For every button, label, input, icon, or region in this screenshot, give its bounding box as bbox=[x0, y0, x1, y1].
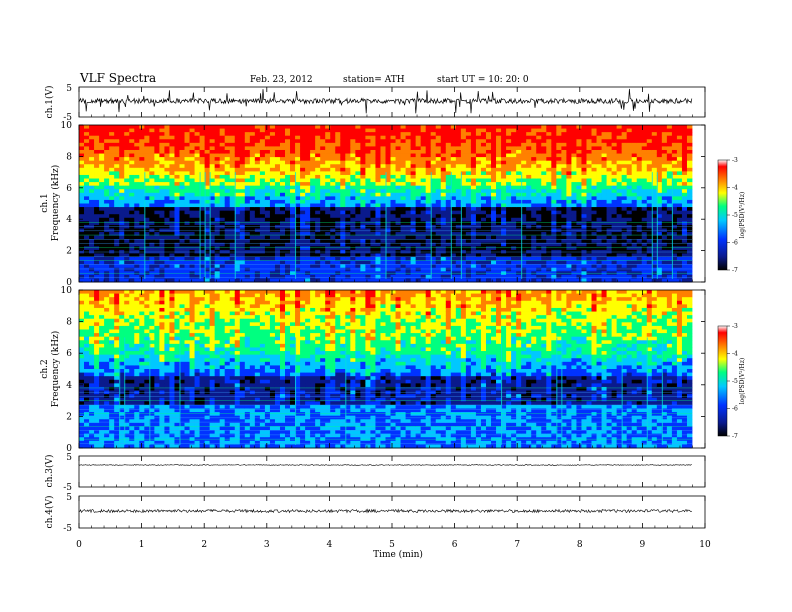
chart-title: VLF Spectra bbox=[79, 71, 156, 85]
ch4-waveform-trace bbox=[78, 508, 692, 514]
colorbar-tick-label: -5 bbox=[732, 212, 738, 219]
freq-ytick-label: 0 bbox=[66, 444, 72, 454]
ch1-ytick-top: 5 bbox=[66, 84, 72, 94]
header-start-time: start UT = 10: 20: 0 bbox=[437, 75, 529, 85]
x-axis-ticks bbox=[78, 87, 706, 528]
ch1-colorbar bbox=[717, 159, 728, 271]
x-tick-label: 6 bbox=[452, 540, 458, 550]
ch2-spectrogram-image bbox=[79, 290, 705, 449]
freq-ytick-label: 10 bbox=[61, 286, 73, 296]
ch2-colorbar bbox=[717, 325, 728, 437]
colorbar-tick-label: -3 bbox=[732, 323, 738, 330]
ch1-waveform-panel: 5 -5 ch.1(V) bbox=[44, 84, 706, 123]
ch3-waveform-panel: 5 -5 ch.3(V) bbox=[44, 453, 706, 493]
colorbar-tick-label: -3 bbox=[732, 157, 738, 164]
freq-ytick-label: 10 bbox=[61, 121, 73, 131]
ch2-colorbar-label: log(PSD(V²/Hz) bbox=[739, 358, 746, 405]
x-tick-label: 4 bbox=[327, 540, 333, 550]
colorbar-tick-label: -4 bbox=[732, 351, 738, 358]
ch1-waveform-ylabel: ch.1(V) bbox=[44, 86, 55, 119]
ch3-ytick-top: 5 bbox=[66, 453, 72, 463]
ch1-spectrogram-ylabel-2: Frequency (kHz) bbox=[50, 165, 61, 242]
freq-ytick-label: 6 bbox=[66, 184, 72, 194]
x-tick-label: 1 bbox=[139, 540, 145, 550]
colorbar-tick-label: -7 bbox=[732, 433, 738, 440]
header-station: station= ATH bbox=[343, 75, 405, 85]
colorbar-tick-label: -5 bbox=[732, 378, 738, 385]
x-tick-label: 8 bbox=[577, 540, 583, 550]
freq-ytick-label: 4 bbox=[66, 381, 72, 391]
ch4-waveform-panel: 5 -5 ch.4(V) bbox=[44, 493, 706, 534]
ch4-waveform-ylabel: ch.4(V) bbox=[44, 496, 55, 529]
x-tick-label: 3 bbox=[264, 540, 270, 550]
freq-ytick-label: 2 bbox=[66, 247, 72, 257]
colorbar-tick-label: -6 bbox=[732, 406, 738, 413]
x-tick-label: 2 bbox=[201, 540, 207, 550]
ch3-ytick-bottom: -5 bbox=[63, 483, 72, 493]
ch4-ytick-top: 5 bbox=[66, 493, 72, 503]
x-axis-label: Time (min) bbox=[373, 549, 423, 560]
freq-ytick-label: 6 bbox=[66, 349, 72, 359]
header-date: Feb. 23, 2012 bbox=[250, 75, 313, 85]
x-tick-label: 9 bbox=[640, 540, 646, 550]
ch2-spectrogram-ylabel-2: Frequency (kHz) bbox=[50, 331, 61, 408]
colorbar-tick-label: -4 bbox=[732, 185, 738, 192]
freq-ytick-label: 2 bbox=[66, 412, 72, 422]
freq-ytick-label: 0 bbox=[66, 278, 72, 288]
x-tick-label: 10 bbox=[699, 540, 711, 550]
ch1-spectrogram-ylabel-1: ch.1 bbox=[40, 193, 50, 212]
freq-ytick-label: 8 bbox=[66, 318, 72, 328]
freq-ytick-label: 4 bbox=[66, 215, 72, 225]
freq-ytick-label: 8 bbox=[66, 152, 72, 162]
x-tick-label: 5 bbox=[389, 540, 395, 550]
colorbar-tick-label: -7 bbox=[732, 267, 738, 274]
ch4-ytick-bottom: -5 bbox=[63, 524, 72, 534]
x-tick-label: 0 bbox=[76, 540, 82, 550]
ch3-waveform-trace bbox=[78, 463, 692, 466]
x-tick-label: 7 bbox=[514, 540, 520, 550]
ch2-spectrogram-ylabel-1: ch.2 bbox=[40, 359, 50, 378]
x-axis-tick-labels: 0 1 2 3 4 5 6 7 8 9 10 bbox=[76, 540, 711, 550]
ch1-ytick-bottom: -5 bbox=[63, 113, 72, 123]
ch1-waveform-trace bbox=[78, 88, 693, 114]
colorbar-tick-label: -6 bbox=[732, 240, 738, 247]
ch1-colorbar-label: log(PSD(V²/Hz) bbox=[739, 192, 746, 239]
ch1-spectrogram-image bbox=[79, 125, 705, 283]
ch3-waveform-ylabel: ch.3(V) bbox=[44, 455, 55, 488]
